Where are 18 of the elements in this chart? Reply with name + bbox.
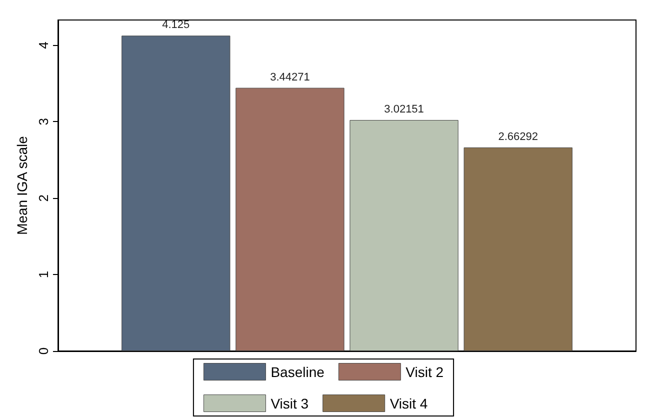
legend-label: Visit 4 (390, 395, 428, 412)
bar (464, 147, 572, 351)
data-label: 3.02151 (384, 104, 424, 116)
bar (350, 120, 458, 351)
y-tick-label: 0 (36, 347, 51, 355)
data-label: 3.44271 (270, 71, 310, 84)
data-label: 4.125 (162, 19, 190, 32)
legend-label: Baseline (270, 364, 325, 380)
y-tick-label: 3 (36, 118, 51, 126)
data-label: 2.66292 (498, 130, 538, 143)
y-tick-label: 2 (36, 194, 51, 202)
bar (236, 88, 344, 351)
bar (122, 36, 230, 351)
legend-label: Visit 3 (270, 395, 309, 412)
y-tick-label: 1 (36, 270, 51, 278)
legend-label: Visit 2 (406, 364, 444, 380)
y-tick-label: 4 (36, 42, 51, 49)
y-axis-title: Mean IGA scale (14, 136, 30, 235)
